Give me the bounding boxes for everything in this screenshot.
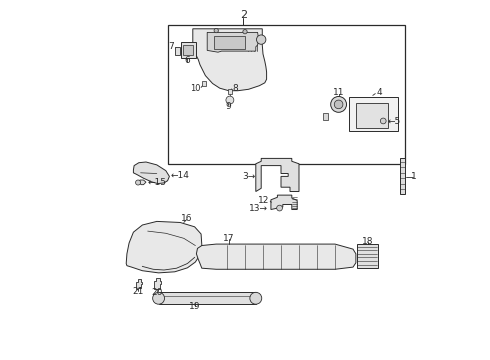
Bar — [175, 47, 180, 55]
Circle shape — [250, 292, 262, 304]
Bar — [159, 292, 256, 304]
Bar — [356, 103, 388, 128]
Circle shape — [277, 205, 282, 211]
Bar — [202, 81, 206, 86]
Text: 3→: 3→ — [242, 172, 255, 181]
Bar — [183, 45, 193, 55]
Bar — [349, 97, 398, 131]
Text: 8: 8 — [232, 84, 238, 93]
Text: 19: 19 — [189, 302, 200, 311]
Bar — [323, 113, 328, 120]
Polygon shape — [207, 32, 259, 52]
Bar — [181, 42, 196, 58]
Text: 18: 18 — [363, 237, 374, 246]
Text: ←14: ←14 — [171, 171, 189, 180]
Polygon shape — [400, 158, 405, 194]
Circle shape — [380, 118, 386, 124]
Polygon shape — [193, 29, 267, 91]
Text: 9: 9 — [225, 102, 231, 111]
Text: 17: 17 — [223, 234, 235, 243]
Text: 16: 16 — [181, 214, 193, 223]
Bar — [168, 25, 405, 164]
Text: 20: 20 — [152, 288, 163, 297]
Polygon shape — [126, 221, 202, 273]
Text: ←5: ←5 — [388, 117, 401, 126]
Circle shape — [153, 292, 165, 304]
Circle shape — [214, 28, 219, 33]
Circle shape — [136, 180, 141, 185]
Polygon shape — [140, 180, 146, 185]
Polygon shape — [196, 244, 356, 269]
Text: 10: 10 — [190, 84, 200, 93]
Polygon shape — [136, 279, 143, 289]
Text: ←15: ←15 — [148, 178, 167, 187]
Circle shape — [226, 96, 234, 104]
Text: 12: 12 — [258, 196, 270, 205]
Polygon shape — [154, 278, 162, 289]
Polygon shape — [271, 195, 297, 210]
Polygon shape — [357, 244, 378, 268]
Text: 4: 4 — [376, 88, 382, 97]
Text: 21: 21 — [133, 287, 144, 296]
Text: 11: 11 — [333, 88, 344, 97]
Circle shape — [257, 35, 266, 44]
Text: 13→: 13→ — [249, 204, 269, 212]
Bar — [228, 89, 232, 94]
Text: 6: 6 — [185, 56, 190, 65]
Text: 2: 2 — [240, 10, 247, 20]
Circle shape — [334, 100, 343, 109]
Polygon shape — [256, 158, 299, 192]
Circle shape — [331, 96, 346, 112]
Bar — [215, 36, 245, 49]
Polygon shape — [133, 162, 170, 184]
Text: 7: 7 — [168, 42, 174, 51]
Circle shape — [243, 30, 247, 34]
Text: 1: 1 — [411, 172, 417, 181]
